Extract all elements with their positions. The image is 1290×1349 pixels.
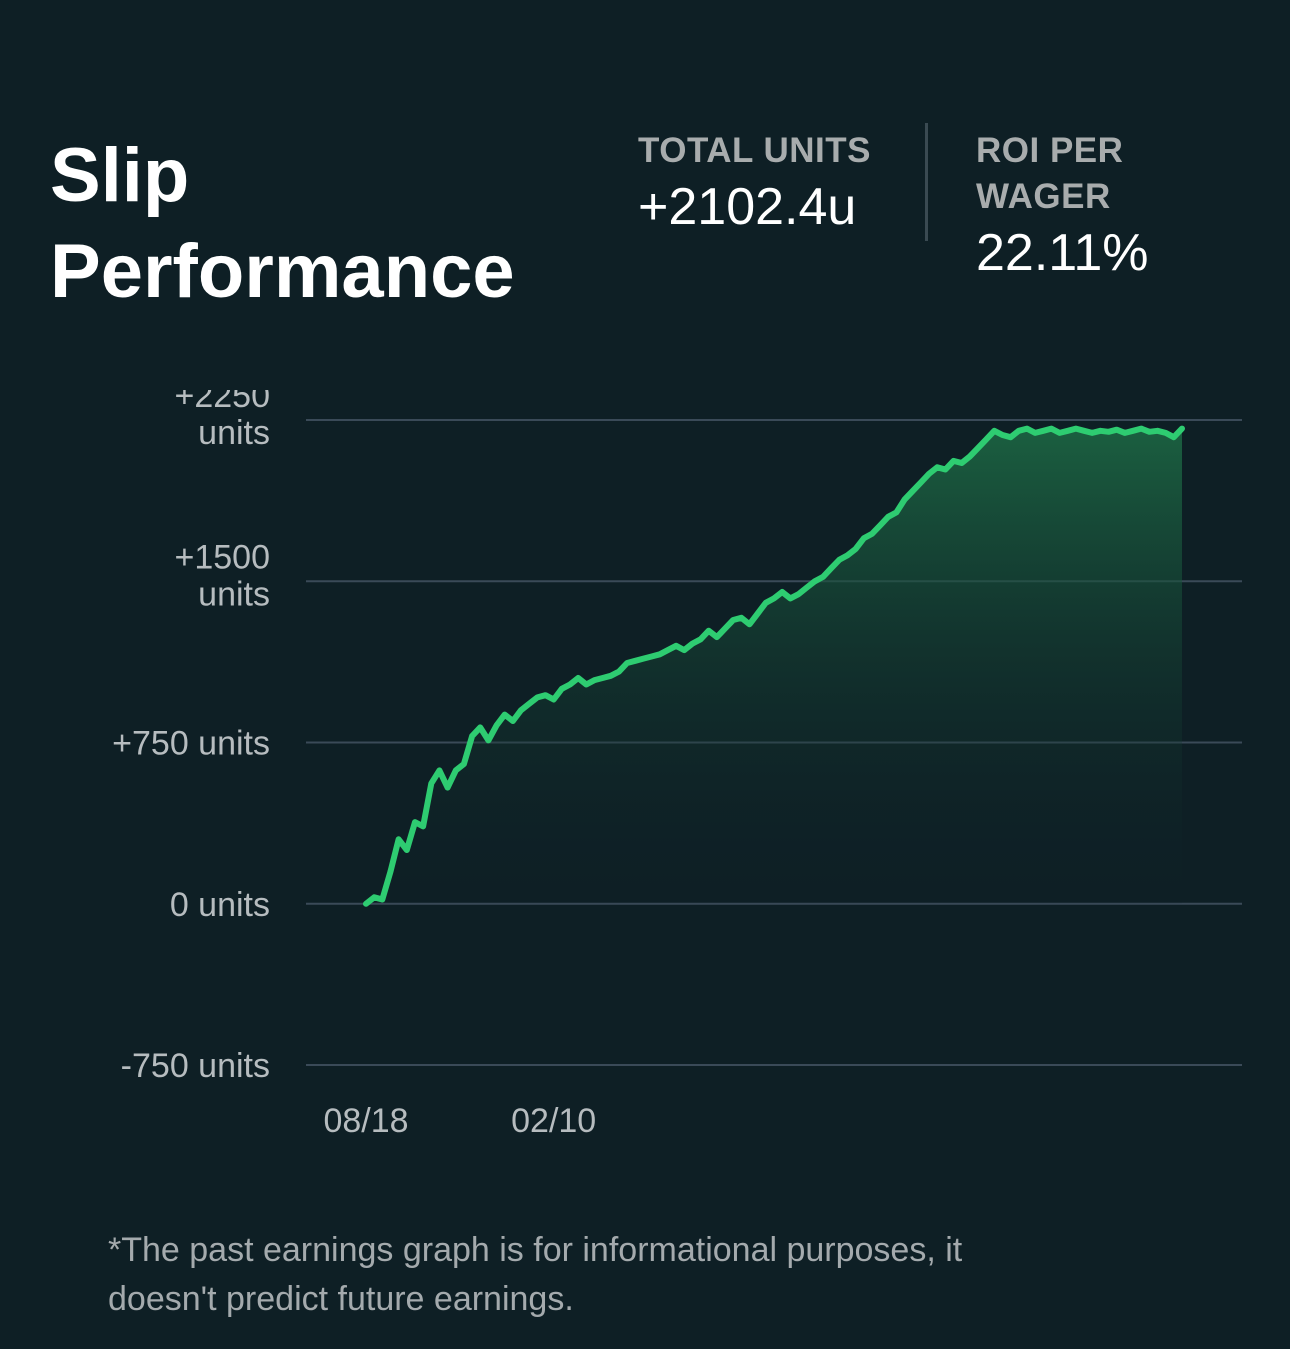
total-units-value: +2102.4u: [638, 178, 857, 236]
disclaimer-line2: doesn't predict future earnings.: [108, 1280, 574, 1318]
y-tick-label-unit: units: [198, 414, 270, 452]
roi-stat: ROI PER WAGER 22.11%: [976, 128, 1236, 284]
roi-label-line1: ROI PER: [976, 131, 1124, 170]
disclaimer-line1: *The past earnings graph is for informat…: [108, 1231, 963, 1269]
y-tick-label: +1500: [175, 538, 271, 576]
total-units-stat: TOTAL UNITS +2102.4u: [638, 128, 898, 238]
performance-chart: +2250 units +1500 units +750 units 0 units -75…: [0, 390, 1290, 1170]
roi-value: 22.11%: [976, 224, 1149, 282]
y-tick-label: +750 units: [112, 725, 270, 763]
y-tick-label: -750 units: [121, 1047, 270, 1085]
y-tick-label-unit: units: [198, 575, 270, 613]
y-tick-label: 0 units: [170, 886, 270, 924]
x-tick-label: 02/10: [511, 1102, 596, 1140]
page-title-line1: Slip: [50, 133, 190, 218]
y-tick-label: +2250: [175, 390, 271, 415]
roi-label-line2: WAGER: [976, 177, 1111, 216]
total-units-label: TOTAL UNITS: [638, 131, 871, 170]
stat-divider: [925, 123, 928, 241]
series-area-fill: [366, 428, 1182, 904]
disclaimer-footnote: *The past earnings graph is for informat…: [108, 1226, 1168, 1324]
page-title-line2: Performance: [50, 229, 515, 314]
x-tick-label: 08/18: [323, 1102, 408, 1140]
page-title: Slip Performance: [50, 128, 610, 320]
series-line-cumulative-units: [363, 425, 1185, 907]
